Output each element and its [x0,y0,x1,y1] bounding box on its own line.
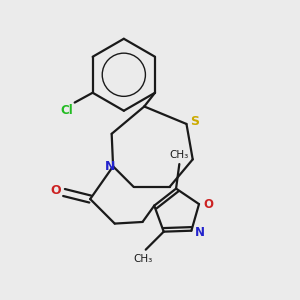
Text: O: O [203,198,213,211]
Text: S: S [190,115,200,128]
Text: N: N [195,226,205,239]
Text: Cl: Cl [60,104,73,117]
Text: CH₃: CH₃ [170,150,189,160]
Text: O: O [50,184,61,197]
Text: N: N [105,160,116,173]
Text: CH₃: CH₃ [134,254,153,264]
